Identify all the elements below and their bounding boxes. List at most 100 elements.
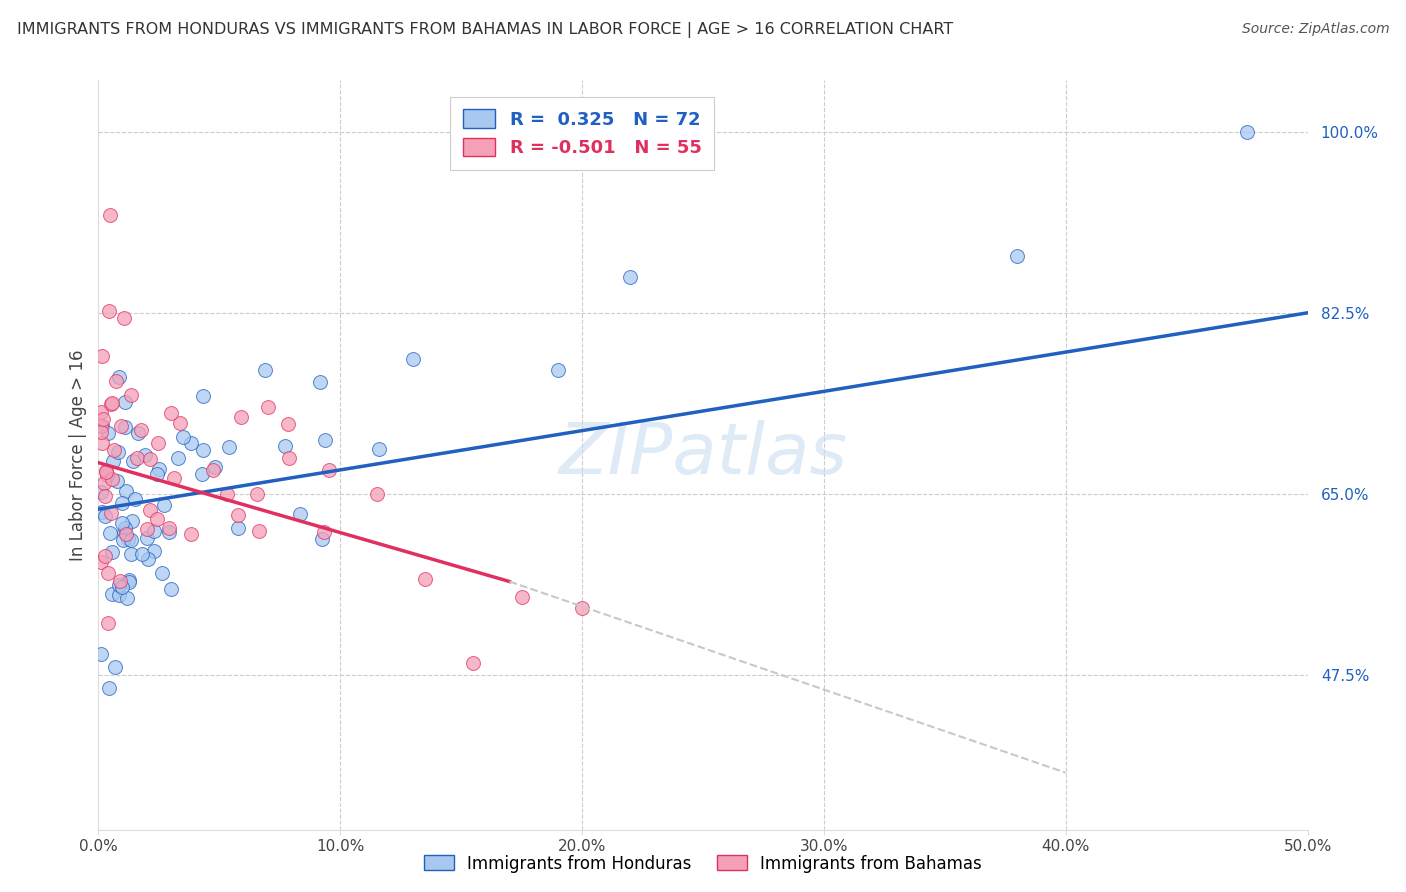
Point: [226, 521, 249, 535]
Point: [117, 574, 139, 589]
Point: [148, 462, 170, 476]
Point: [108, 588, 131, 602]
Point: [90, 505, 112, 519]
Point: [314, 525, 336, 540]
Point: [547, 362, 569, 376]
Point: [142, 524, 165, 539]
Point: [114, 420, 136, 434]
Point: [253, 363, 276, 377]
Point: [413, 572, 436, 586]
Point: [90, 418, 112, 433]
Text: Source: ZipAtlas.com: Source: ZipAtlas.com: [1241, 22, 1389, 37]
Point: [366, 487, 388, 501]
Point: [510, 590, 533, 604]
Point: [274, 439, 297, 453]
Point: [180, 436, 202, 450]
Point: [100, 397, 122, 411]
Point: [138, 452, 160, 467]
Point: [93, 489, 115, 503]
Point: [118, 573, 141, 587]
Point: [318, 463, 340, 477]
Point: [101, 395, 124, 409]
Point: [402, 352, 425, 367]
Point: [191, 443, 214, 458]
Point: [105, 474, 128, 488]
Point: [114, 521, 136, 535]
Point: [90, 425, 112, 439]
Point: [136, 551, 159, 566]
Point: [107, 445, 129, 459]
Point: [1236, 125, 1258, 139]
Point: [103, 442, 125, 457]
Point: [104, 660, 127, 674]
Point: [96, 464, 118, 478]
Point: [229, 410, 252, 425]
Point: [107, 370, 129, 384]
Point: [143, 544, 166, 558]
Point: [146, 467, 169, 481]
Point: [98, 208, 121, 222]
Point: [97, 681, 120, 696]
Point: [278, 451, 301, 466]
Point: [160, 582, 183, 596]
Point: [110, 419, 132, 434]
Point: [277, 417, 299, 431]
Point: [98, 525, 121, 540]
Point: [135, 531, 157, 545]
Text: IMMIGRANTS FROM HONDURAS VS IMMIGRANTS FROM BAHAMAS IN LABOR FORCE | AGE > 16 CO: IMMIGRANTS FROM HONDURAS VS IMMIGRANTS F…: [17, 22, 953, 38]
Point: [226, 508, 249, 522]
Point: [150, 566, 173, 581]
Point: [115, 484, 138, 499]
Point: [218, 440, 240, 454]
Point: [157, 521, 180, 535]
Point: [204, 459, 226, 474]
Point: [127, 450, 149, 465]
Point: [90, 648, 112, 662]
Point: [114, 395, 136, 409]
Point: [97, 615, 120, 630]
Point: [166, 451, 188, 466]
Point: [108, 574, 131, 588]
Legend: R =  0.325   N = 72, R = -0.501   N = 55: R = 0.325 N = 72, R = -0.501 N = 55: [450, 97, 714, 169]
Point: [90, 419, 112, 434]
Point: [94, 465, 117, 479]
Point: [114, 527, 136, 541]
Point: [190, 467, 212, 481]
Point: [131, 547, 153, 561]
Point: [202, 463, 225, 477]
Point: [93, 412, 115, 426]
Point: [368, 442, 391, 456]
Point: [121, 514, 143, 528]
Text: ZIPatlas: ZIPatlas: [558, 420, 848, 490]
Point: [146, 512, 169, 526]
Point: [180, 527, 202, 541]
Point: [136, 522, 159, 536]
Point: [288, 508, 311, 522]
Point: [163, 471, 186, 485]
Point: [101, 472, 124, 486]
Point: [246, 487, 269, 501]
Point: [127, 425, 149, 440]
Point: [311, 532, 333, 546]
Point: [129, 423, 152, 437]
Point: [134, 448, 156, 462]
Y-axis label: In Labor Force | Age > 16: In Labor Force | Age > 16: [69, 349, 87, 561]
Point: [124, 491, 146, 506]
Point: [93, 476, 115, 491]
Point: [148, 435, 170, 450]
Point: [94, 549, 117, 563]
Point: [112, 524, 135, 539]
Point: [112, 310, 135, 325]
Point: [169, 416, 191, 430]
Point: [191, 389, 214, 403]
Point: [97, 425, 120, 440]
Point: [103, 454, 125, 468]
Point: [111, 533, 134, 547]
Point: [217, 487, 239, 501]
Point: [463, 657, 485, 671]
Point: [117, 532, 139, 546]
Point: [172, 430, 194, 444]
Point: [139, 503, 162, 517]
Point: [100, 506, 122, 520]
Point: [314, 433, 336, 447]
